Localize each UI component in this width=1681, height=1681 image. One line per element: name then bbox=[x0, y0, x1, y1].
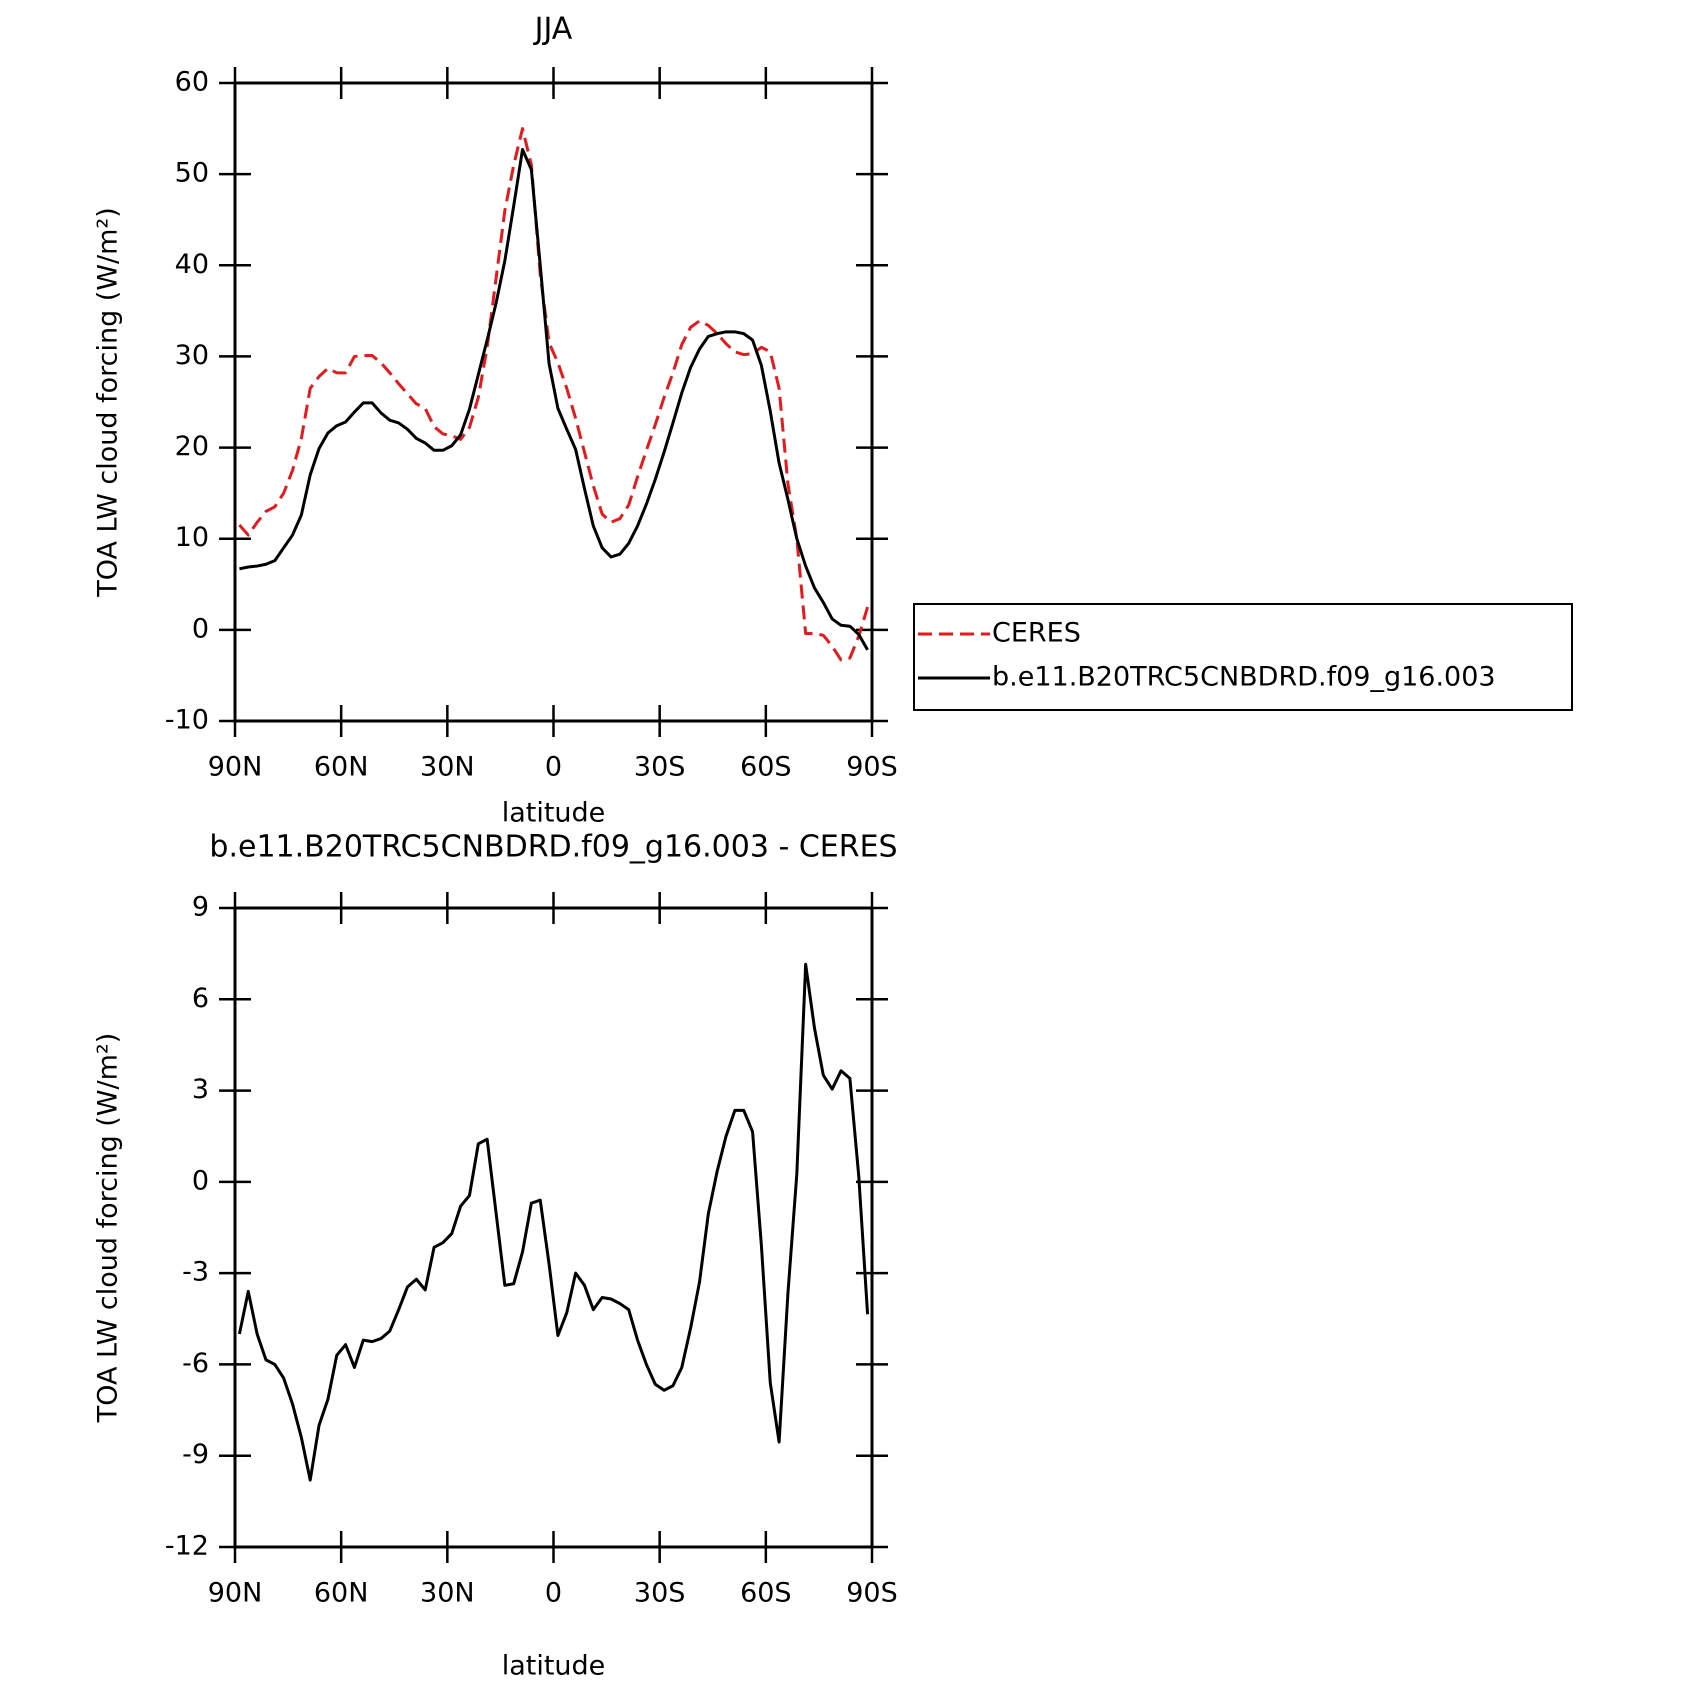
y-tick-label: -10 bbox=[165, 705, 209, 736]
y-tick-label: -9 bbox=[182, 1439, 209, 1470]
y-tick-label: 0 bbox=[192, 1165, 209, 1196]
y-tick-label: 20 bbox=[175, 431, 209, 462]
y-tick-label: -3 bbox=[182, 1257, 209, 1288]
x-tick-label: 30N bbox=[420, 752, 475, 783]
y-tick-label: 10 bbox=[175, 522, 209, 553]
y-tick-label: -6 bbox=[182, 1348, 209, 1379]
plot-frame bbox=[233, 81, 874, 723]
y-tick-label: -12 bbox=[165, 1531, 209, 1562]
x-tick-label: 90S bbox=[846, 752, 898, 783]
x-tick-label: 30N bbox=[420, 1578, 475, 1609]
legend-label: CERES bbox=[992, 618, 1081, 649]
y-tick-label: 0 bbox=[192, 613, 209, 644]
x-tick-label: 30S bbox=[634, 1578, 686, 1609]
chart-title: JJA bbox=[533, 12, 573, 47]
y-tick-label: 3 bbox=[192, 1074, 209, 1105]
x-tick-label: 60S bbox=[740, 1578, 792, 1609]
series-line bbox=[238, 127, 870, 662]
x-tick-label: 90N bbox=[208, 1578, 263, 1609]
y-tick-label: 9 bbox=[192, 892, 209, 923]
series-line bbox=[239, 148, 869, 651]
x-axis-label: latitude bbox=[502, 798, 606, 829]
x-tick-label: 60N bbox=[314, 752, 369, 783]
x-tick-label: 60S bbox=[740, 752, 792, 783]
legend-label: b.e11.B20TRC5CNBDRD.f09_g16.003 bbox=[992, 662, 1496, 693]
series-line bbox=[237, 962, 870, 1482]
y-tick-label: 50 bbox=[175, 158, 209, 189]
x-tick-label: 0 bbox=[545, 1578, 562, 1609]
y-tick-label: 30 bbox=[175, 340, 209, 371]
x-axis-label: latitude bbox=[502, 1651, 606, 1681]
y-axis-label: TOA LW cloud forcing (W/m²) bbox=[93, 207, 124, 598]
x-tick-label: 0 bbox=[545, 752, 562, 783]
y-tick-label: 6 bbox=[192, 983, 209, 1014]
chart-title: b.e11.B20TRC5CNBDRD.f09_g16.003 - CERES bbox=[209, 830, 897, 865]
x-tick-label: 90N bbox=[208, 752, 263, 783]
legend-box bbox=[913, 603, 1573, 711]
x-tick-label: 30S bbox=[634, 752, 686, 783]
x-tick-label: 60N bbox=[314, 1578, 369, 1609]
y-axis-label: TOA LW cloud forcing (W/m²) bbox=[93, 1033, 124, 1424]
x-tick-label: 90S bbox=[846, 1578, 898, 1609]
plot-frame bbox=[233, 906, 874, 1549]
y-tick-label: 40 bbox=[175, 249, 209, 280]
y-tick-label: 60 bbox=[175, 67, 209, 98]
